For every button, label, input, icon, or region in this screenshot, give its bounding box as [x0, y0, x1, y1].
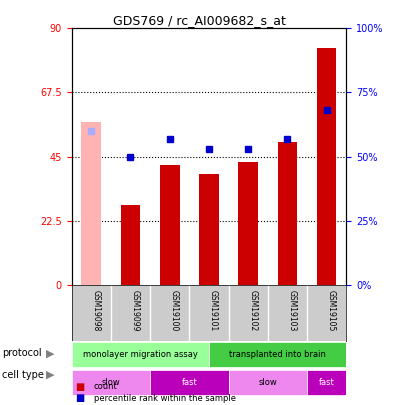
- Text: fast: fast: [319, 378, 335, 387]
- Text: GSM19100: GSM19100: [170, 290, 179, 332]
- FancyBboxPatch shape: [150, 370, 228, 396]
- Text: GSM19098: GSM19098: [91, 290, 100, 332]
- Bar: [121, 205, 140, 285]
- Bar: [317, 48, 336, 285]
- Text: slow: slow: [101, 378, 120, 387]
- Bar: [238, 162, 258, 285]
- Text: count: count: [94, 382, 117, 391]
- FancyBboxPatch shape: [307, 370, 346, 396]
- Bar: [160, 165, 179, 285]
- Text: GDS769 / rc_AI009682_s_at: GDS769 / rc_AI009682_s_at: [113, 14, 285, 27]
- Text: ■: ■: [76, 382, 85, 392]
- Text: ■: ■: [76, 393, 85, 403]
- Bar: [82, 122, 101, 285]
- Bar: [277, 142, 297, 285]
- Text: GSM19099: GSM19099: [131, 290, 139, 332]
- Text: GSM19101: GSM19101: [209, 290, 218, 332]
- Text: cell type: cell type: [2, 370, 44, 379]
- Bar: [199, 174, 219, 285]
- Text: monolayer migration assay: monolayer migration assay: [83, 350, 198, 359]
- FancyBboxPatch shape: [72, 342, 209, 367]
- Text: GSM19102: GSM19102: [248, 290, 257, 332]
- Text: GSM19105: GSM19105: [327, 290, 336, 332]
- Text: fast: fast: [181, 378, 197, 387]
- Text: ▶: ▶: [46, 370, 54, 379]
- Text: slow: slow: [258, 378, 277, 387]
- FancyBboxPatch shape: [209, 342, 346, 367]
- Text: protocol: protocol: [2, 348, 42, 358]
- FancyBboxPatch shape: [228, 370, 307, 396]
- Text: GSM19103: GSM19103: [287, 290, 297, 332]
- Text: ▶: ▶: [46, 348, 54, 358]
- Text: percentile rank within the sample: percentile rank within the sample: [94, 394, 236, 403]
- FancyBboxPatch shape: [72, 370, 150, 396]
- Text: transplanted into brain: transplanted into brain: [229, 350, 326, 359]
